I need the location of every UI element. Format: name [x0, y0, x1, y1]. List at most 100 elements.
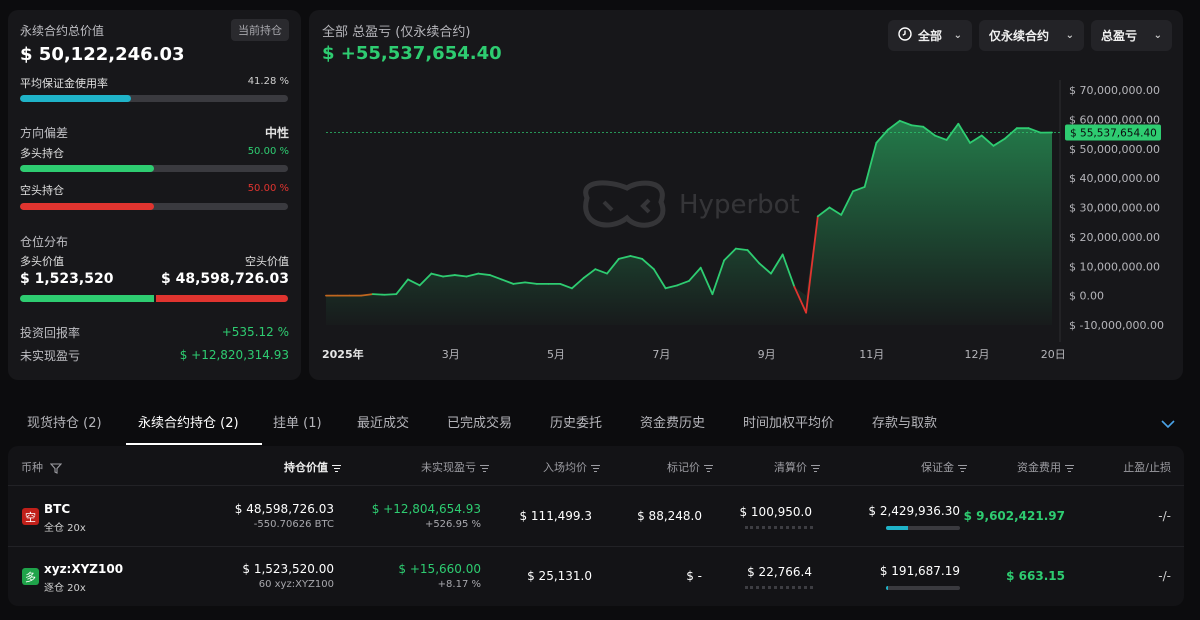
pnl-area-fill [326, 120, 1052, 325]
long-label: 多头持仓 [20, 147, 64, 160]
entry-price: $ 111,499.3 [519, 509, 592, 523]
avg-margin-label: 平均保证金使用率 [20, 77, 108, 90]
row-divider [8, 546, 1184, 547]
sort-icon [1065, 463, 1074, 474]
tab-deposits-withdrawals[interactable]: 存款与取款 [872, 416, 938, 431]
margin-value: $ 2,429,936.30 [868, 504, 960, 518]
y-tick-label: $ 40,000,000.00 [1069, 172, 1160, 185]
header-liq-price[interactable]: 清算价 [774, 459, 820, 475]
current-position-badge[interactable]: 当前持仓 [231, 19, 289, 41]
pnl-line-segment [898, 119, 913, 127]
unrealized-value: $ +12,820,314.93 [179, 348, 289, 362]
margin-bar [886, 586, 960, 590]
short-bar-fill [20, 203, 154, 210]
pnl-line-segment [969, 134, 983, 144]
header-entry-price[interactable]: 入场均价 [543, 459, 600, 475]
y-tick-label: $ 20,000,000.00 [1069, 231, 1160, 244]
chevron-down-icon[interactable] [1161, 414, 1175, 433]
margin-bar-fill [886, 526, 909, 530]
unrealized-pnl-pct: +8.17 % [437, 579, 481, 590]
pnl-line-segment [934, 134, 948, 141]
margin-bar-fill [886, 586, 889, 590]
header-mark-price-label: 标记价 [667, 461, 700, 474]
long-bar-fill [20, 165, 154, 172]
position-size: -550.70626 BTC [253, 519, 334, 530]
x-axis: 2025年 3月 5月 7月 9月 11月 12月 20日 [322, 347, 1066, 361]
y-tick-label: $ 30,000,000.00 [1069, 202, 1160, 215]
pnl-line-segment [489, 274, 503, 281]
pnl-chart: Hyperbot $ 70,000,000.00$ 60,000,000.00$… [322, 80, 1164, 361]
total-value-label: 永续合约总价值 [20, 24, 105, 38]
filter-icon[interactable] [49, 462, 62, 474]
chart-title: 全部 总盈亏 (仅永续合约) [322, 25, 471, 40]
sort-icon [704, 463, 713, 474]
mark-price: $ - [686, 569, 702, 583]
pnl-line-segment [383, 293, 398, 296]
coin-name[interactable]: xyz:XYZ100 [44, 562, 124, 576]
pnl-line-segment [606, 258, 620, 275]
header-position-value[interactable]: 持仓价值 [284, 459, 341, 475]
pnl-line-segment [781, 253, 796, 288]
clock-icon [898, 27, 912, 44]
pnl-line-segment [828, 206, 843, 216]
sort-icon [480, 463, 489, 474]
x-tick-label: 9月 [758, 348, 776, 361]
distribution-label: 仓位分布 [20, 235, 69, 249]
pnl-line-segment [793, 285, 807, 314]
position-size: 60 xyz:XYZ100 [258, 579, 334, 590]
hyperbot-watermark-logo [583, 180, 666, 228]
tab-open-orders[interactable]: 挂单 (1) [273, 416, 322, 431]
y-tick-label: $ -10,000,000.00 [1069, 319, 1164, 332]
header-unrealized-pnl-label: 未实现盈亏 [421, 461, 476, 474]
header-funding[interactable]: 资金费用 [1017, 459, 1074, 475]
header-entry-price-label: 入场均价 [543, 461, 587, 474]
tab-spot-positions[interactable]: 现货持仓 (2) [27, 416, 102, 431]
x-tick-label: 5月 [547, 348, 565, 361]
distribution-short-fill [156, 295, 288, 302]
pnl-line-segment [360, 293, 374, 297]
tab-order-history[interactable]: 历史委托 [550, 416, 603, 431]
tpsl[interactable]: -/- [1158, 569, 1171, 583]
tab-funding-history[interactable]: 资金费历史 [640, 416, 706, 431]
sort-icon [811, 463, 820, 474]
tpsl[interactable]: -/- [1158, 509, 1171, 523]
tab-perp-positions[interactable]: 永续合约持仓 (2) [138, 416, 239, 431]
pnl-line-segment [559, 282, 573, 290]
y-tick-label: $ 50,000,000.00 [1069, 143, 1160, 156]
pnl-line-segment [617, 255, 632, 260]
pnl-line-segment [442, 274, 456, 278]
funding-fee: $ 663.15 [1006, 569, 1065, 583]
pnl-line-segment [641, 258, 655, 271]
header-margin[interactable]: 保证金 [921, 459, 967, 475]
range-dropdown-label: 全部 [918, 29, 943, 43]
header-liq-price-label: 清算价 [774, 461, 807, 474]
current-value-marker: $ 55,537,654.40 [1065, 124, 1161, 141]
pnl-line-segment [840, 190, 854, 216]
distribution-long-fill [20, 295, 154, 302]
long-value: $ 1,523,520 [20, 271, 114, 287]
avg-margin-bar-fill [20, 95, 131, 102]
header-coin[interactable]: 币种 [21, 459, 62, 475]
header-mark-price[interactable]: 标记价 [667, 459, 713, 475]
pnl-line-segment [571, 277, 585, 290]
header-unrealized-pnl[interactable]: 未实现盈亏 [421, 459, 489, 475]
contract-dropdown[interactable]: 仅永续合约 ⌄ [979, 20, 1084, 51]
range-dropdown[interactable]: 全部 ⌄ [888, 20, 972, 51]
pnl-line [325, 119, 1053, 314]
x-tick-label: 12月 [965, 348, 990, 361]
sort-icon [332, 463, 341, 474]
direction-value: 中性 [264, 126, 289, 140]
long-bar [20, 165, 288, 172]
pnl-line-segment [875, 128, 889, 144]
pnl-line-segment [512, 281, 526, 285]
metric-dropdown[interactable]: 总盈亏 ⌄ [1091, 20, 1172, 51]
contract-dropdown-label: 仅永续合约 [989, 29, 1050, 43]
tab-recent-trades[interactable]: 最近成交 [357, 416, 410, 431]
short-label: 空头持仓 [20, 184, 64, 197]
watermark-text: Hyperbot [679, 190, 800, 220]
coin-name[interactable]: BTC [44, 502, 71, 516]
active-tab-indicator [126, 443, 262, 445]
tab-twap[interactable]: 时间加权平均价 [743, 416, 835, 431]
tab-completed-trades[interactable]: 已完成交易 [447, 416, 513, 431]
unrealized-pnl: $ +12,804,654.93 [371, 502, 481, 516]
